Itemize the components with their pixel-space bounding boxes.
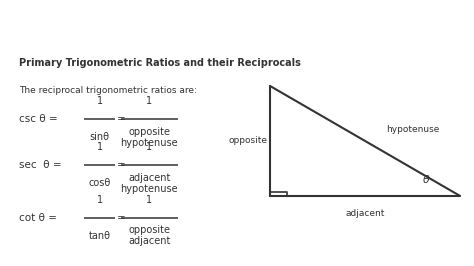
Text: 1: 1	[146, 194, 152, 205]
Text: sec  θ =: sec θ =	[19, 160, 62, 170]
Text: cot θ =: cot θ =	[19, 213, 57, 223]
Text: tanθ: tanθ	[89, 231, 110, 241]
Text: opposite: opposite	[229, 136, 268, 146]
Text: 1: 1	[97, 142, 102, 152]
Text: 1: 1	[97, 194, 102, 205]
Text: adjacent: adjacent	[345, 209, 385, 218]
Text: =: =	[117, 213, 125, 223]
Text: Video:  Solving Problems Using Primary Trigonometric Ratios: Video: Solving Problems Using Primary Tr…	[7, 18, 474, 33]
Text: 1: 1	[146, 142, 152, 152]
Text: Primary Trigonometric Ratios and their Reciprocals: Primary Trigonometric Ratios and their R…	[19, 57, 301, 68]
Text: 1: 1	[146, 96, 152, 106]
Text: 1: 1	[97, 96, 102, 106]
Text: =: =	[117, 114, 125, 124]
Text: sinθ: sinθ	[90, 132, 109, 142]
Text: opposite: opposite	[128, 127, 170, 137]
Text: csc θ =: csc θ =	[19, 114, 58, 124]
Text: opposite: opposite	[128, 225, 170, 235]
Text: θ: θ	[423, 175, 430, 185]
Text: =: =	[117, 160, 125, 170]
Text: adjacent: adjacent	[128, 173, 171, 183]
Text: hypotenuse: hypotenuse	[120, 184, 178, 194]
Text: cosθ: cosθ	[89, 178, 110, 188]
Text: The reciprocal trigonometric ratios are:: The reciprocal trigonometric ratios are:	[19, 86, 197, 95]
Text: hypotenuse: hypotenuse	[386, 126, 440, 134]
Text: hypotenuse: hypotenuse	[120, 138, 178, 148]
Text: adjacent: adjacent	[128, 236, 171, 246]
